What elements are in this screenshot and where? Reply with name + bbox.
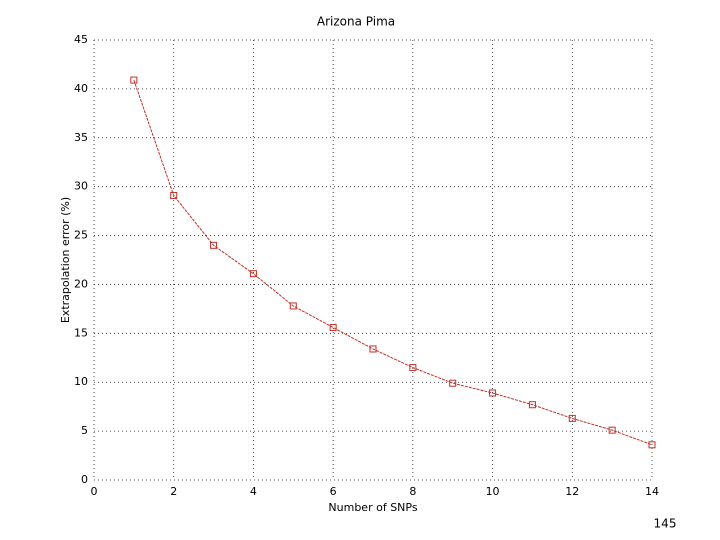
y-tick-label: 10 bbox=[74, 375, 88, 388]
y-tick-label: 45 bbox=[74, 33, 88, 46]
data-point bbox=[210, 241, 218, 249]
y-axis-label: Extrapolation error (%) bbox=[59, 197, 72, 323]
y-tick-label: 15 bbox=[74, 326, 88, 339]
data-point bbox=[489, 389, 497, 397]
x-tick-label: 10 bbox=[486, 485, 500, 498]
x-axis-label: Number of SNPs bbox=[328, 501, 417, 514]
x-tick-label: 0 bbox=[91, 485, 98, 498]
x-tick-label: 14 bbox=[645, 485, 659, 498]
data-point bbox=[449, 379, 457, 387]
data-point bbox=[249, 270, 257, 278]
page-number: 145 bbox=[654, 517, 677, 531]
x-tick-label: 6 bbox=[330, 485, 337, 498]
data-point bbox=[608, 426, 616, 434]
data-point bbox=[170, 191, 178, 199]
chart-title: Arizona Pima bbox=[317, 15, 395, 29]
data-point bbox=[289, 302, 297, 310]
x-tick-label: 12 bbox=[565, 485, 579, 498]
data-line bbox=[133, 79, 653, 446]
data-point bbox=[568, 414, 576, 422]
data-point bbox=[130, 76, 138, 84]
y-tick-label: 5 bbox=[81, 424, 88, 437]
data-point bbox=[369, 345, 377, 353]
x-tick-label: 2 bbox=[170, 485, 177, 498]
y-tick-label: 0 bbox=[81, 473, 88, 486]
y-tick-label: 20 bbox=[74, 277, 88, 290]
y-tick-label: 30 bbox=[74, 180, 88, 193]
y-tick-label: 40 bbox=[74, 82, 88, 95]
x-tick-label: 8 bbox=[409, 485, 416, 498]
y-tick-label: 35 bbox=[74, 131, 88, 144]
data-point bbox=[648, 441, 656, 449]
data-point bbox=[329, 323, 337, 331]
y-tick-label: 25 bbox=[74, 229, 88, 242]
x-tick-label: 4 bbox=[250, 485, 257, 498]
data-point bbox=[409, 364, 417, 372]
data-point bbox=[528, 401, 536, 409]
